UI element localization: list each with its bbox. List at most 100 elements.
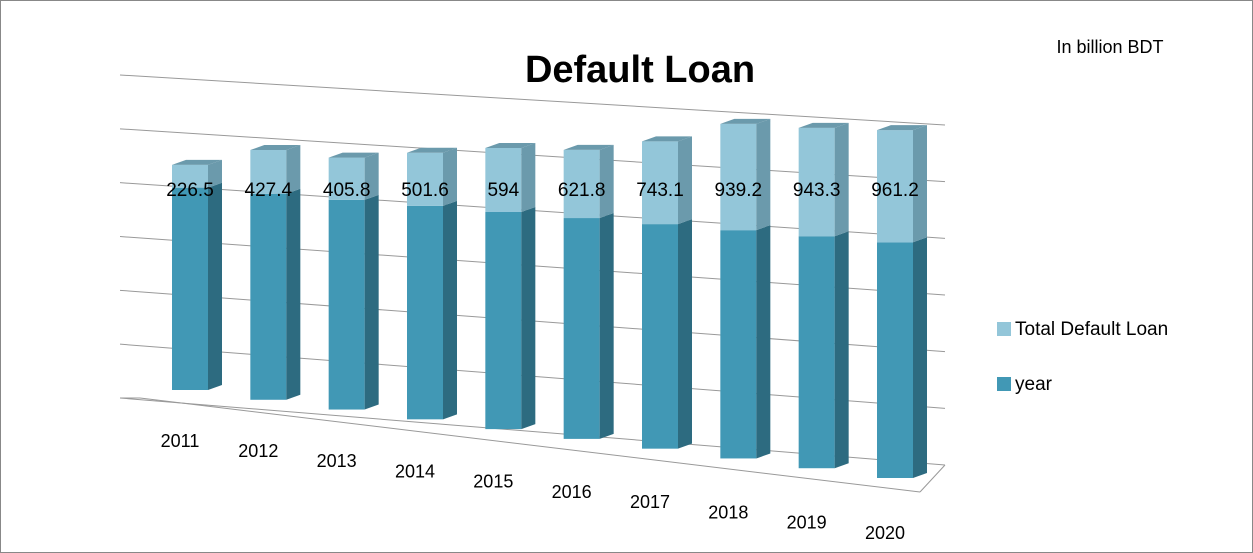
bar-segment	[485, 142, 536, 212]
x-tick-label: 2019	[787, 513, 827, 533]
floor-edge	[139, 397, 921, 493]
bar-face	[521, 142, 536, 212]
bar-segment	[720, 225, 771, 459]
bar-face	[563, 218, 600, 439]
bar-face	[678, 219, 692, 449]
legend-label: year	[1015, 374, 1053, 395]
bar-face	[208, 182, 222, 390]
unit-note: In billion BDT	[1056, 37, 1163, 57]
bar-face	[798, 127, 835, 237]
bar-segment	[642, 136, 692, 225]
bar-segment	[563, 144, 614, 219]
floor-edge	[919, 464, 946, 493]
bar-face	[798, 236, 835, 469]
bar-segment	[172, 182, 222, 390]
x-tick-label: 2014	[395, 461, 435, 481]
grid-line	[119, 74, 946, 126]
bar-face	[642, 141, 678, 225]
value-label: 743.1	[636, 180, 684, 201]
bar-face	[756, 118, 771, 231]
bar-face	[407, 147, 457, 153]
bar-face	[798, 122, 849, 128]
value-label: 501.6	[401, 180, 449, 201]
bar-segment	[328, 152, 379, 200]
bar-face	[599, 213, 614, 439]
bar-face	[720, 118, 771, 124]
bar-face	[172, 159, 222, 165]
bar-face	[485, 211, 522, 430]
legend-swatch	[997, 377, 1011, 391]
bar-segment	[798, 231, 849, 469]
bar-face	[642, 224, 678, 449]
bar-face	[877, 130, 913, 243]
bar-face	[563, 149, 600, 219]
bar-face	[250, 193, 287, 400]
bar-face	[521, 206, 536, 430]
x-tick-label: 2013	[317, 451, 357, 471]
bar-face	[834, 231, 849, 469]
value-label: 226.5	[166, 180, 214, 201]
bar-face	[286, 188, 301, 400]
x-tick-label: 2020	[865, 523, 905, 543]
bar-segment	[328, 194, 379, 410]
bar-face	[877, 242, 913, 478]
bar-face	[913, 237, 927, 478]
bar-face	[172, 187, 208, 390]
bar-segment	[642, 219, 692, 449]
bar-segment	[250, 188, 301, 400]
chart-title: Default Loan	[525, 49, 755, 91]
bar-face	[720, 230, 757, 459]
bar-segment	[407, 147, 457, 206]
legend-label: Total Default Loan	[1015, 319, 1168, 340]
bar-face	[172, 164, 208, 188]
bar-segment	[407, 200, 457, 420]
bar-face	[678, 136, 692, 225]
bar-face	[250, 150, 287, 194]
bar-face	[328, 152, 379, 158]
bar-segment	[563, 213, 614, 439]
bar-face	[407, 152, 443, 206]
bar-face	[756, 225, 771, 459]
bar-segment	[720, 118, 771, 231]
bar-segment	[172, 159, 222, 188]
bar-face	[250, 145, 301, 151]
bar-face	[485, 142, 536, 148]
bar-face	[407, 205, 443, 420]
x-tick-label: 2017	[630, 492, 670, 512]
bar-face	[834, 122, 849, 237]
x-tick-label: 2012	[238, 441, 278, 461]
bar-face	[485, 147, 522, 212]
bar-segment	[877, 125, 927, 243]
value-label: 594	[487, 180, 519, 201]
bar-face	[563, 144, 614, 150]
bar-face	[328, 157, 365, 200]
value-label: 427.4	[245, 180, 293, 201]
bar-face	[642, 136, 692, 142]
bar-segment	[485, 206, 536, 430]
bar-face	[286, 145, 301, 194]
bar-face	[208, 159, 222, 188]
bar-face	[364, 194, 379, 410]
value-label: 961.2	[871, 180, 919, 201]
bar-segment	[877, 237, 927, 478]
bar-face	[877, 125, 927, 131]
bar-face	[913, 125, 927, 243]
x-tick-label: 2015	[473, 472, 513, 492]
bar-segment	[798, 122, 849, 237]
bar-segment	[250, 145, 301, 194]
x-tick-label: 2016	[552, 482, 592, 502]
bar-face	[443, 147, 457, 206]
value-label: 405.8	[323, 180, 371, 201]
bar-face	[599, 144, 614, 219]
bar-face	[443, 200, 457, 420]
value-label: 939.2	[715, 180, 763, 201]
bar-face	[364, 152, 379, 200]
x-tick-label: 2011	[161, 431, 200, 451]
value-label: 621.8	[558, 180, 606, 201]
value-label: 943.3	[793, 180, 841, 201]
legend-swatch	[997, 322, 1011, 336]
bar-face	[328, 199, 365, 410]
bar-face	[720, 123, 757, 231]
x-tick-label: 2018	[708, 502, 748, 522]
